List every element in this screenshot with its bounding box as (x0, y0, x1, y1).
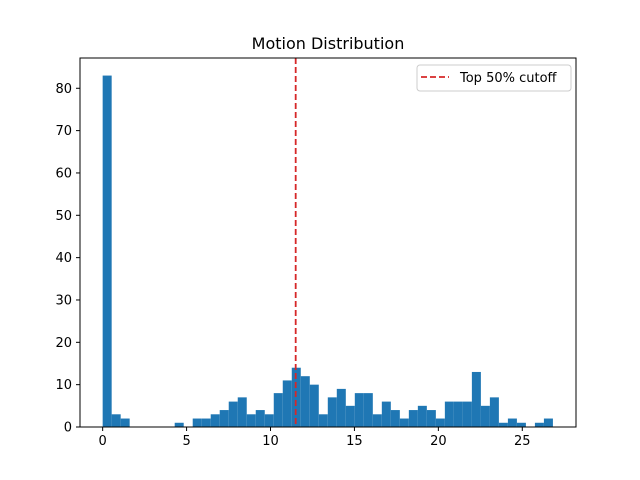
y-tick-label: 20 (55, 336, 72, 351)
y-tick-label: 70 (55, 124, 72, 139)
histogram-bar (471, 371, 481, 427)
histogram-bar (246, 414, 256, 427)
histogram-bar (543, 418, 553, 427)
chart-title: Motion Distribution (252, 34, 405, 53)
x-tick-label: 20 (430, 434, 447, 449)
histogram-bar (354, 393, 364, 427)
legend: Top 50% cutoff (416, 64, 572, 92)
histogram-bar (201, 418, 211, 427)
y-tick-label: 30 (55, 293, 72, 308)
histogram-bar (381, 401, 391, 427)
histogram-bar (507, 418, 517, 427)
histogram-bar (462, 401, 472, 427)
histogram-bar (255, 410, 265, 427)
histogram-bar (309, 384, 319, 427)
histogram-bar (444, 401, 454, 427)
histogram-bar (228, 401, 238, 427)
histogram-bar (282, 380, 292, 427)
histogram-bar (480, 405, 490, 427)
histogram-bar (327, 397, 337, 427)
histogram-bar (237, 397, 247, 427)
y-tick-label: 60 (55, 166, 72, 181)
histogram-bar (453, 401, 463, 427)
histogram-bar (498, 422, 508, 427)
histogram-bar (219, 410, 229, 427)
histogram-bar (363, 393, 373, 427)
plot-frame (79, 57, 577, 428)
histogram-bar (390, 410, 400, 427)
x-tick-label: 0 (99, 434, 107, 449)
histogram-bar (534, 422, 544, 427)
histogram-bar (345, 405, 355, 427)
legend-cutoff-label: Top 50% cutoff (459, 71, 558, 86)
histogram-bar (291, 367, 301, 427)
y-tick-label: 0 (64, 421, 72, 436)
bars-group (102, 75, 553, 428)
histogram-bar (300, 376, 310, 427)
histogram-bar (516, 422, 526, 427)
y-tick-label: 10 (55, 378, 72, 393)
histogram-bar (408, 410, 418, 427)
x-tick-label: 25 (514, 434, 531, 449)
histogram-bar (435, 418, 445, 427)
histogram-bar (399, 418, 409, 427)
axes-group: 0 5 10 15 20 25 0 10 20 30 40 50 60 70 80 (55, 57, 577, 449)
histogram-bar (210, 414, 220, 427)
histogram-bar (372, 414, 382, 427)
histogram-bar (174, 422, 184, 427)
y-tick-label: 50 (55, 209, 72, 224)
legend-box (416, 64, 572, 92)
histogram-bar (417, 405, 427, 427)
histogram-bar (273, 393, 283, 427)
histogram-bar (192, 418, 202, 427)
histogram-bar (489, 397, 499, 427)
histogram-bar (426, 410, 436, 427)
histogram-bar (111, 414, 121, 427)
histogram-bar (318, 414, 328, 427)
x-tick-label: 10 (262, 434, 279, 449)
y-tick-label: 40 (55, 251, 72, 266)
histogram-bar (264, 414, 274, 427)
histogram-bar (336, 388, 346, 427)
histogram-bar (102, 75, 112, 428)
x-tick-label: 15 (346, 434, 363, 449)
histogram-bar (120, 418, 130, 427)
x-tick-label: 5 (182, 434, 190, 449)
y-tick-label: 80 (55, 82, 72, 97)
